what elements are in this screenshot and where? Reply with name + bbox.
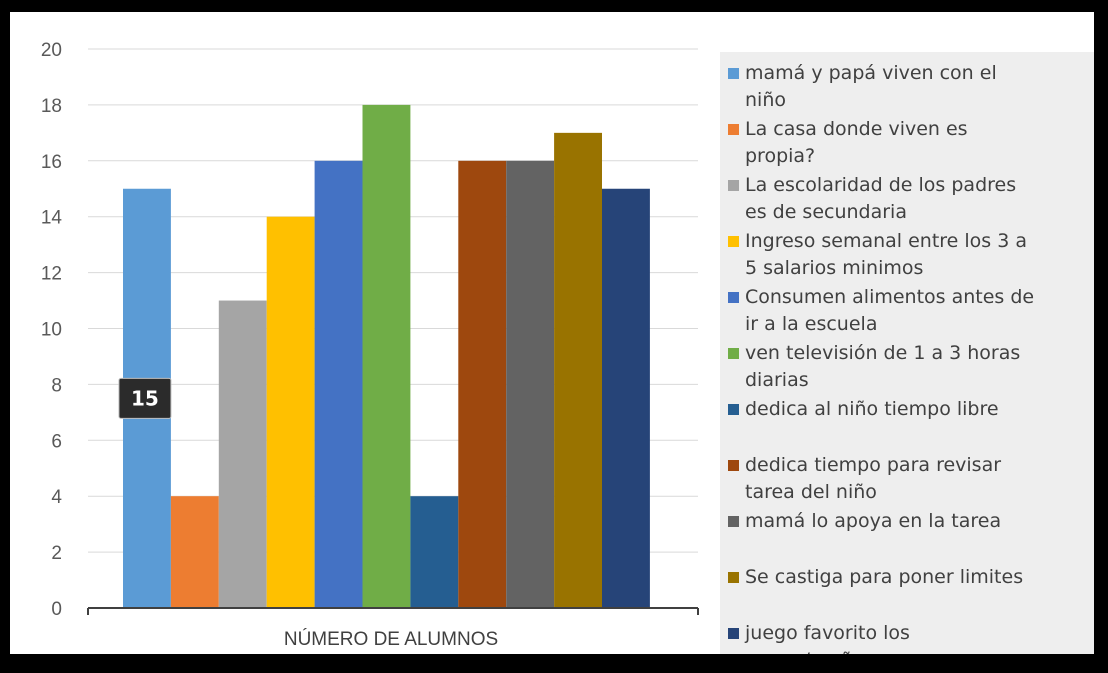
legend-swatch (728, 348, 739, 359)
legend-label: dedica al niño tiempo libre (745, 398, 999, 420)
y-tick-label: 14 (41, 208, 63, 229)
chart-frame: 0 2 4 6 8 10 12 14 16 18 20 NÚMERO DE ALUMNOS 15 mamá… (10, 12, 1094, 654)
legend-label: niño (745, 89, 786, 111)
legend-label: Se castiga para poner limites (745, 566, 1023, 588)
y-tick-label: 12 (41, 264, 62, 285)
data-label: 15 (118, 377, 172, 419)
legend-label: mamá lo apoya en la tarea (745, 510, 1001, 532)
legend-label: diarias (745, 369, 809, 391)
legend-item: mamá y papá viven con el niño (728, 62, 997, 111)
legend-item: Consumen alimentos antes de ir a la escue… (728, 286, 1034, 335)
legend-label: juego favorito los (744, 622, 910, 644)
legend-item: Ingreso semanal entre los 3 a 5 salarios … (728, 230, 1027, 279)
legend-label: La escolaridad de los padres (745, 174, 1016, 196)
legend-label: La casa donde viven es (745, 118, 968, 140)
legend-item: dedica tiempo para revisar tarea del niño (728, 454, 1001, 503)
bar (506, 160, 555, 609)
data-label-text: 15 (131, 386, 159, 410)
legend-swatch (728, 628, 739, 639)
legend-swatch (728, 68, 739, 79)
legend-swatch (728, 124, 739, 135)
legend-label: tarea del niño (745, 481, 877, 503)
legend-item: dedica al niño tiempo libre (728, 398, 999, 420)
bar (410, 496, 459, 608)
y-tick-label: 20 (41, 40, 62, 61)
legend-label: Consumen alimentos antes de (745, 286, 1034, 308)
legend-item: Se castiga para poner limites (728, 566, 1023, 588)
bar (362, 104, 411, 609)
legend-swatch (728, 572, 739, 583)
bar (266, 216, 315, 608)
bar (554, 132, 602, 608)
legend-background (720, 52, 1094, 654)
legend-swatch (728, 516, 739, 527)
legend-label: es de secundaria (745, 201, 907, 223)
legend: mamá y papá viven con el niño La casa dond… (728, 62, 1034, 654)
legend-label: ven televisión de 1 a 3 horas (745, 342, 1020, 364)
y-tick-label: 4 (51, 487, 62, 508)
y-tick-labels: 0 2 4 6 8 10 12 14 16 18 20 (41, 40, 63, 620)
bar (218, 300, 267, 608)
y-tick-label: 8 (51, 375, 62, 396)
legend-swatch (728, 236, 739, 247)
legend-swatch (728, 404, 739, 415)
data-label-box (118, 377, 172, 419)
y-tick-label: 6 (51, 431, 62, 452)
legend-label: dedica tiempo para revisar (745, 454, 1001, 476)
bar-chart: 0 2 4 6 8 10 12 14 16 18 20 NÚMERO DE ALUMNOS 15 mamá… (41, 40, 1094, 654)
y-tick-label: 16 (41, 152, 62, 173)
x-category-label: NÚMERO DE ALUMNOS (284, 628, 498, 650)
bar (602, 188, 650, 608)
legend-label: ir a la escuela (745, 313, 877, 335)
legend-item: mamá lo apoya en la tarea (728, 510, 1001, 532)
legend-label: mamá y papá viven con el (745, 62, 997, 84)
legend-label: Ingreso semanal entre los 3 a (745, 230, 1027, 252)
legend-label: carros/muñecas (745, 649, 896, 654)
y-tick-label: 10 (41, 320, 62, 341)
y-tick-label: 18 (41, 96, 62, 117)
y-tick-label: 2 (51, 543, 62, 564)
bar (458, 160, 507, 609)
bars (123, 104, 650, 609)
legend-item: La casa donde viven es propia? (728, 118, 968, 167)
legend-swatch (728, 180, 739, 191)
legend-item: ven televisión de 1 a 3 horas diarias (728, 342, 1020, 391)
legend-label: propia? (745, 145, 815, 167)
legend-label: 5 salarios minimos (745, 257, 923, 279)
legend-swatch (728, 460, 739, 471)
legend-swatch (728, 292, 739, 303)
legend-item: juego favorito los carros/muñecas (728, 622, 910, 654)
bar (314, 160, 363, 609)
bar (170, 496, 219, 608)
y-tick-label: 0 (51, 599, 62, 620)
legend-item: La escolaridad de los padres es de secund… (728, 174, 1016, 223)
